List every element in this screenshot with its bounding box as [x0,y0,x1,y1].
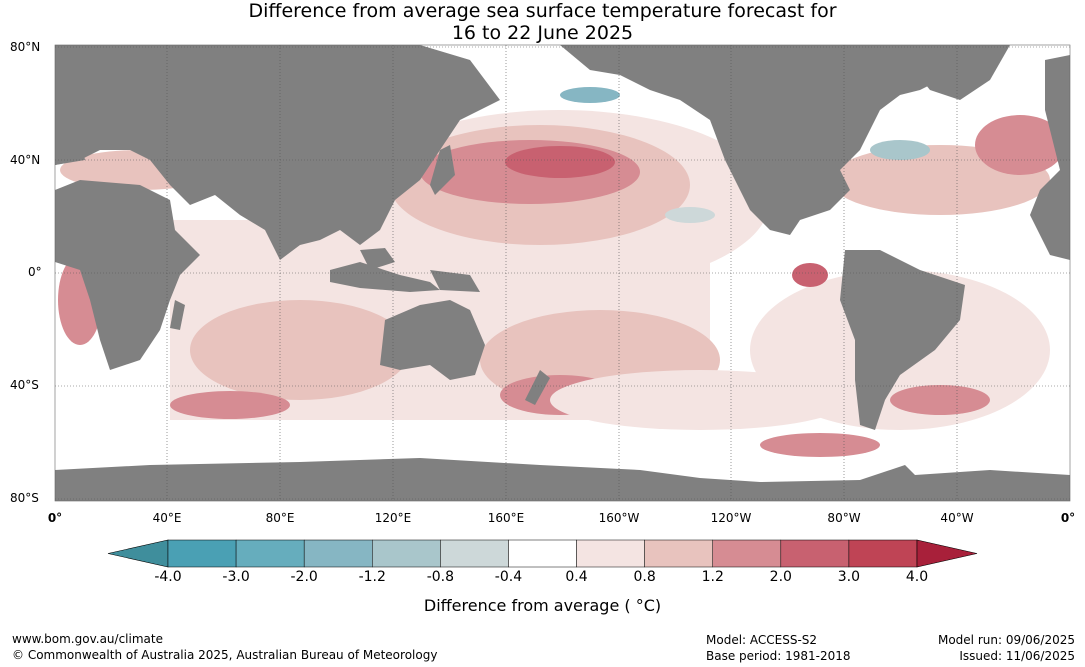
anomaly-region-south-indian-core [170,391,290,419]
map-frame [54,44,1071,502]
footer-copyright: © Commonwealth of Australia 2025, Austra… [12,648,438,662]
lat-label-0: 0° [28,265,42,279]
lon-label-0-right: 0° [1060,511,1076,525]
lon-label-120e: 120°E [374,511,412,525]
map-title-line2: 16 to 22 June 2025 [451,22,634,44]
land-greenland [900,45,1010,100]
footer-url: www.bom.gov.au/climate [12,632,163,646]
colorbar-tick-label: 3.0 [837,569,861,585]
footer-issued: Issued: 11/06/2025 [959,649,1075,663]
anomaly-region-north-pacific-peak [505,146,615,178]
lat-label-40n: 40°N [10,153,41,167]
colorbar-tick-label: 0.8 [633,569,656,585]
colorbar-swatch [780,539,850,568]
land-south-america [840,250,965,430]
colorbar-tick-label: -2.0 [290,569,318,585]
land-north-america [560,45,980,235]
footer-model-run: Model run: 09/06/2025 [937,633,1075,647]
colorbar-tick-label: -4.0 [154,569,182,585]
colorbar-swatch [576,539,645,568]
anomaly-region-labrador-cool [870,140,930,160]
land-eurasia [55,45,500,260]
lon-label-160w: 160°W [598,511,640,525]
colorbar-swatch [372,539,441,568]
lon-label-80e: 80°E [265,511,295,525]
land-africa [55,180,200,370]
graticule [55,45,1070,501]
colorbar-swatch [303,539,373,568]
colorbar-tick-label: -3.0 [222,569,250,585]
land-australia [380,300,485,380]
land-borneo [360,248,395,270]
colorbar-swatch [712,539,782,568]
colorbar-tick-label: 0.4 [565,569,588,585]
land-masses [55,45,1070,501]
colorbar-tick-label: -1.2 [358,569,386,585]
lon-label-40e: 40°E [152,511,182,525]
lon-label-0-left: 0° [47,511,63,525]
colorbar-swatch [167,539,237,568]
lat-label-40s: 40°S [10,378,39,392]
land-uk [55,95,70,118]
colorbar-swatch [508,539,577,568]
land-new-zealand [525,370,550,405]
anomaly-region-southern-ocean [550,370,850,430]
lon-label-160e: 160°E [487,511,525,525]
footer-model: Model: ACCESS-S2 [706,633,818,647]
colorbar-swatch [644,539,713,568]
lat-label-80s: 80°S [10,491,39,505]
map-title-line1: Difference from average sea surface temp… [248,0,837,22]
anomaly-region-south-atlantic-core [890,385,990,415]
anomaly-region-galapagos [792,263,828,287]
colorbar-tick-label: -0.4 [494,569,523,585]
colorbar-swatch [235,539,305,568]
colorbar-tick-label: 4.0 [905,569,929,585]
anomaly-region-south-indian [190,300,410,400]
lon-label-80w: 80°W [827,511,861,525]
colorbar-extend-low [107,539,169,568]
land-madagascar [170,300,185,330]
land-antarctica [55,458,1070,501]
land-indonesia [330,262,440,292]
land-svalbard [100,45,150,55]
anomaly-region-drake [760,433,880,457]
land-new-guinea [430,270,480,292]
colorbar-tick-label: 2.0 [769,569,792,585]
lon-label-120w: 120°W [710,511,752,525]
land-iberia [55,135,85,165]
lat-label-80n: 80°N [10,40,41,54]
colorbar-extend-high [916,539,978,568]
colorbar-tick-label: -0.8 [426,569,455,585]
colorbar-swatch [440,539,509,568]
anomaly-region-east-pacific-cool [665,207,715,223]
colorbar-title: Difference from average ( °C) [423,596,662,615]
land-japan [430,145,455,195]
anomaly-region-bering-cool [560,87,620,103]
map-panel [55,45,1070,501]
lon-label-40w: 40°W [940,511,974,525]
footer-base-period: Base period: 1981-2018 [706,649,851,663]
land-europe-east-edge [1030,55,1070,260]
colorbar-tick-label: 1.2 [701,569,724,585]
colorbar-swatch [848,539,918,568]
colorbar [107,539,978,568]
